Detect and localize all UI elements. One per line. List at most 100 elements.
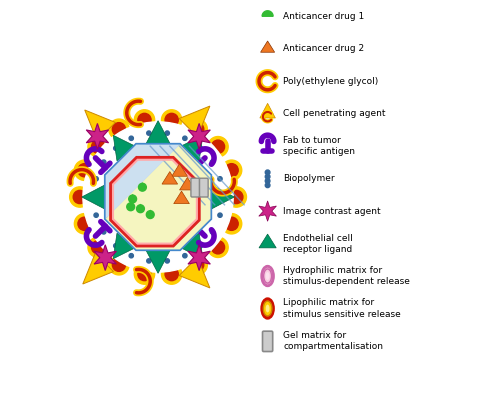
Circle shape xyxy=(187,255,208,275)
Polygon shape xyxy=(259,234,276,248)
Polygon shape xyxy=(106,145,180,219)
Circle shape xyxy=(190,258,204,271)
Text: Cell penetrating agent: Cell penetrating agent xyxy=(284,109,386,118)
Polygon shape xyxy=(262,11,273,16)
Polygon shape xyxy=(82,185,104,209)
Circle shape xyxy=(162,110,182,130)
Circle shape xyxy=(226,187,246,207)
Circle shape xyxy=(109,119,129,139)
Text: Poly(ethylene glycol): Poly(ethylene glycol) xyxy=(284,77,378,86)
Circle shape xyxy=(88,237,108,257)
Circle shape xyxy=(222,160,242,180)
Polygon shape xyxy=(130,194,136,199)
Circle shape xyxy=(165,268,178,281)
Circle shape xyxy=(136,205,144,213)
Circle shape xyxy=(138,113,151,126)
Circle shape xyxy=(146,259,151,263)
Polygon shape xyxy=(172,164,188,176)
Circle shape xyxy=(266,170,270,175)
Polygon shape xyxy=(260,41,274,52)
Circle shape xyxy=(78,164,91,177)
Circle shape xyxy=(218,177,222,181)
Polygon shape xyxy=(106,145,210,249)
Circle shape xyxy=(212,241,224,254)
Polygon shape xyxy=(138,204,143,209)
Polygon shape xyxy=(94,245,116,271)
Circle shape xyxy=(88,137,108,157)
Text: Image contrast agent: Image contrast agent xyxy=(284,206,381,216)
Circle shape xyxy=(266,183,270,188)
Circle shape xyxy=(208,237,228,257)
Circle shape xyxy=(94,213,98,217)
Polygon shape xyxy=(84,110,116,141)
Polygon shape xyxy=(162,171,178,184)
Circle shape xyxy=(182,136,187,140)
Circle shape xyxy=(230,190,243,204)
Circle shape xyxy=(146,211,154,219)
Circle shape xyxy=(146,131,151,135)
Circle shape xyxy=(212,140,224,153)
Circle shape xyxy=(225,217,238,230)
Polygon shape xyxy=(179,257,210,288)
Polygon shape xyxy=(146,251,170,273)
Circle shape xyxy=(165,113,178,126)
Circle shape xyxy=(138,268,151,281)
Text: Endothelial cell
receptor ligand: Endothelial cell receptor ligand xyxy=(284,234,353,254)
Circle shape xyxy=(198,146,202,151)
Text: Hydrophilic matrix for
stimulus-dependent release: Hydrophilic matrix for stimulus-dependen… xyxy=(284,266,410,286)
Circle shape xyxy=(210,160,214,164)
Circle shape xyxy=(127,203,134,211)
Polygon shape xyxy=(174,191,190,204)
Circle shape xyxy=(129,254,134,258)
Polygon shape xyxy=(106,145,210,249)
Circle shape xyxy=(134,264,154,284)
Circle shape xyxy=(165,131,170,135)
Ellipse shape xyxy=(264,269,272,283)
Ellipse shape xyxy=(266,305,270,312)
Circle shape xyxy=(114,146,118,151)
Ellipse shape xyxy=(262,299,274,318)
Circle shape xyxy=(220,195,225,199)
Polygon shape xyxy=(113,233,136,259)
FancyBboxPatch shape xyxy=(262,331,272,351)
Circle shape xyxy=(68,108,248,286)
Text: Fab to tumor
specific antigen: Fab to tumor specific antigen xyxy=(284,136,356,156)
Circle shape xyxy=(165,259,170,263)
Ellipse shape xyxy=(264,301,272,316)
Circle shape xyxy=(225,164,238,177)
Circle shape xyxy=(102,230,106,234)
Circle shape xyxy=(190,123,204,136)
Polygon shape xyxy=(180,177,195,190)
Ellipse shape xyxy=(266,272,270,280)
Circle shape xyxy=(92,195,96,199)
Circle shape xyxy=(266,174,270,179)
Circle shape xyxy=(208,137,228,157)
Text: Anticancer drug 2: Anticancer drug 2 xyxy=(284,44,364,53)
Polygon shape xyxy=(212,185,234,209)
FancyBboxPatch shape xyxy=(200,178,208,197)
Circle shape xyxy=(109,255,129,275)
Polygon shape xyxy=(140,182,145,187)
Circle shape xyxy=(187,119,208,139)
Circle shape xyxy=(134,110,154,130)
Circle shape xyxy=(129,136,134,140)
Circle shape xyxy=(182,254,187,258)
Polygon shape xyxy=(86,123,108,149)
Circle shape xyxy=(198,243,202,248)
Circle shape xyxy=(138,183,146,191)
Polygon shape xyxy=(128,202,134,207)
Polygon shape xyxy=(146,121,170,143)
Polygon shape xyxy=(180,233,203,259)
Circle shape xyxy=(78,217,91,230)
Polygon shape xyxy=(113,135,136,161)
Circle shape xyxy=(94,177,98,181)
Circle shape xyxy=(73,190,86,204)
Polygon shape xyxy=(260,103,276,118)
Text: Anticancer drug 1: Anticancer drug 1 xyxy=(284,12,364,21)
Polygon shape xyxy=(188,245,210,271)
Circle shape xyxy=(162,264,182,284)
Circle shape xyxy=(102,160,106,164)
Circle shape xyxy=(266,178,270,183)
Polygon shape xyxy=(188,123,210,149)
Polygon shape xyxy=(259,201,276,221)
